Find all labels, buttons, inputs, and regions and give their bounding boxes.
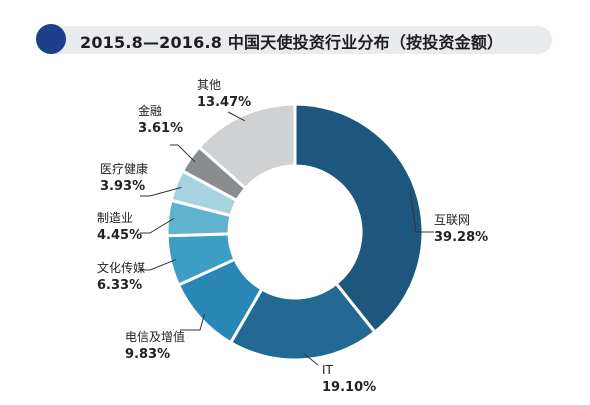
slice-value-label-7: 13.47% [197, 95, 251, 110]
title-bar [36, 26, 552, 54]
leader-line-6 [170, 144, 196, 163]
slice-value-label-6: 3.61% [138, 121, 183, 136]
slice-name-label-4: 制造业 [97, 211, 133, 225]
slice-name-label-2: 电信及增值 [125, 329, 185, 344]
slice-value-label-1: 19.10% [322, 380, 376, 395]
leader-line-2 [180, 313, 206, 331]
slice-0 [293, 102, 425, 335]
slice-value-label-5: 3.93% [100, 179, 145, 194]
slice-value-label-3: 6.33% [97, 278, 142, 293]
leader-line-0 [409, 191, 434, 233]
leader-line-4 [140, 218, 175, 234]
leader-line-5 [140, 186, 182, 197]
slice-name-label-6: 金融 [138, 103, 162, 118]
slice-name-label-5: 医疗健康 [100, 161, 148, 176]
slice-value-label-4: 4.45% [97, 228, 142, 243]
title-bullet-icon [36, 24, 66, 54]
leader-line-7 [227, 111, 246, 122]
slice-7 [197, 102, 297, 191]
slice-1 [228, 281, 377, 362]
slice-name-label-0: 互联网 [434, 213, 470, 227]
slice-name-label-1: IT [322, 363, 334, 377]
slice-value-label-0: 39.28% [434, 230, 488, 245]
slice-value-label-2: 9.83% [125, 347, 170, 362]
slice-name-label-7: 其他 [197, 78, 221, 92]
leader-line-1 [303, 353, 319, 366]
slice-name-label-3: 文化传媒 [97, 260, 145, 275]
chart-title: 2015.8—2016.8 中国天使投资行业分布（按投资金额） [80, 33, 504, 52]
leader-line-3 [140, 259, 177, 271]
